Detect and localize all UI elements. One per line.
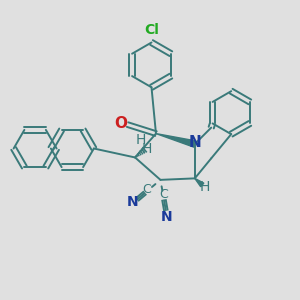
- Text: O: O: [115, 116, 128, 130]
- Text: Cl: Cl: [144, 23, 159, 37]
- Text: C: C: [142, 183, 151, 196]
- Text: H: H: [141, 142, 152, 155]
- Text: H: H: [135, 133, 146, 146]
- Polygon shape: [156, 134, 196, 147]
- Text: H: H: [199, 180, 209, 194]
- Text: N: N: [161, 210, 173, 224]
- Text: N: N: [188, 135, 201, 150]
- Text: N: N: [127, 196, 139, 209]
- Polygon shape: [195, 178, 204, 187]
- Text: C: C: [160, 188, 168, 201]
